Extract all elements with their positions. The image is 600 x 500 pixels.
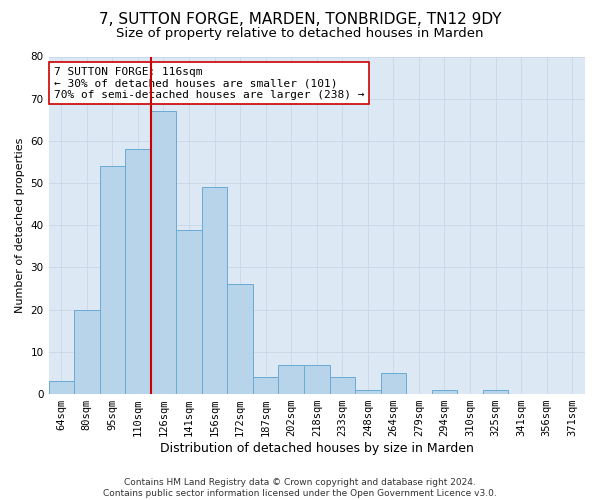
Bar — [100, 166, 125, 394]
Bar — [49, 382, 74, 394]
Bar — [253, 377, 278, 394]
Bar — [483, 390, 508, 394]
Y-axis label: Number of detached properties: Number of detached properties — [15, 138, 25, 313]
Bar — [278, 364, 304, 394]
Bar — [304, 364, 329, 394]
Bar — [151, 112, 176, 394]
Bar — [329, 377, 355, 394]
Bar — [74, 310, 100, 394]
Bar — [176, 230, 202, 394]
Text: 7 SUTTON FORGE: 116sqm
← 30% of detached houses are smaller (101)
70% of semi-de: 7 SUTTON FORGE: 116sqm ← 30% of detached… — [54, 66, 364, 100]
Text: 7, SUTTON FORGE, MARDEN, TONBRIDGE, TN12 9DY: 7, SUTTON FORGE, MARDEN, TONBRIDGE, TN12… — [99, 12, 501, 28]
Bar — [125, 150, 151, 394]
Text: Size of property relative to detached houses in Marden: Size of property relative to detached ho… — [116, 28, 484, 40]
Bar — [227, 284, 253, 394]
Bar — [380, 373, 406, 394]
Text: Contains HM Land Registry data © Crown copyright and database right 2024.
Contai: Contains HM Land Registry data © Crown c… — [103, 478, 497, 498]
X-axis label: Distribution of detached houses by size in Marden: Distribution of detached houses by size … — [160, 442, 474, 455]
Bar — [202, 188, 227, 394]
Bar — [355, 390, 380, 394]
Bar — [432, 390, 457, 394]
